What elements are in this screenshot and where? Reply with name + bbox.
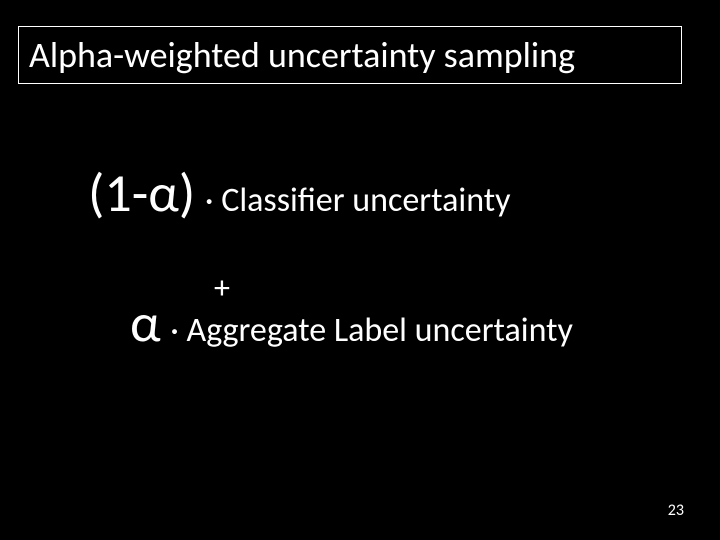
coefficient-2: α [130,290,161,356]
formula-line-2: α · Aggregate Label uncertainty [130,290,573,356]
term-2: · Aggregate Label uncertainty [170,310,573,351]
coefficient-1: (1-α) [88,160,195,226]
slide-title: Alpha-weighted uncertainty sampling [29,33,575,77]
formula-line-1: (1-α) · Classifier uncertainty [88,160,511,226]
slide: Alpha-weighted uncertainty sampling (1-α… [0,0,720,540]
title-box: Alpha-weighted uncertainty sampling [18,26,682,84]
page-number: 23 [668,501,684,520]
term-1: · Classifier uncertainty [205,180,511,221]
